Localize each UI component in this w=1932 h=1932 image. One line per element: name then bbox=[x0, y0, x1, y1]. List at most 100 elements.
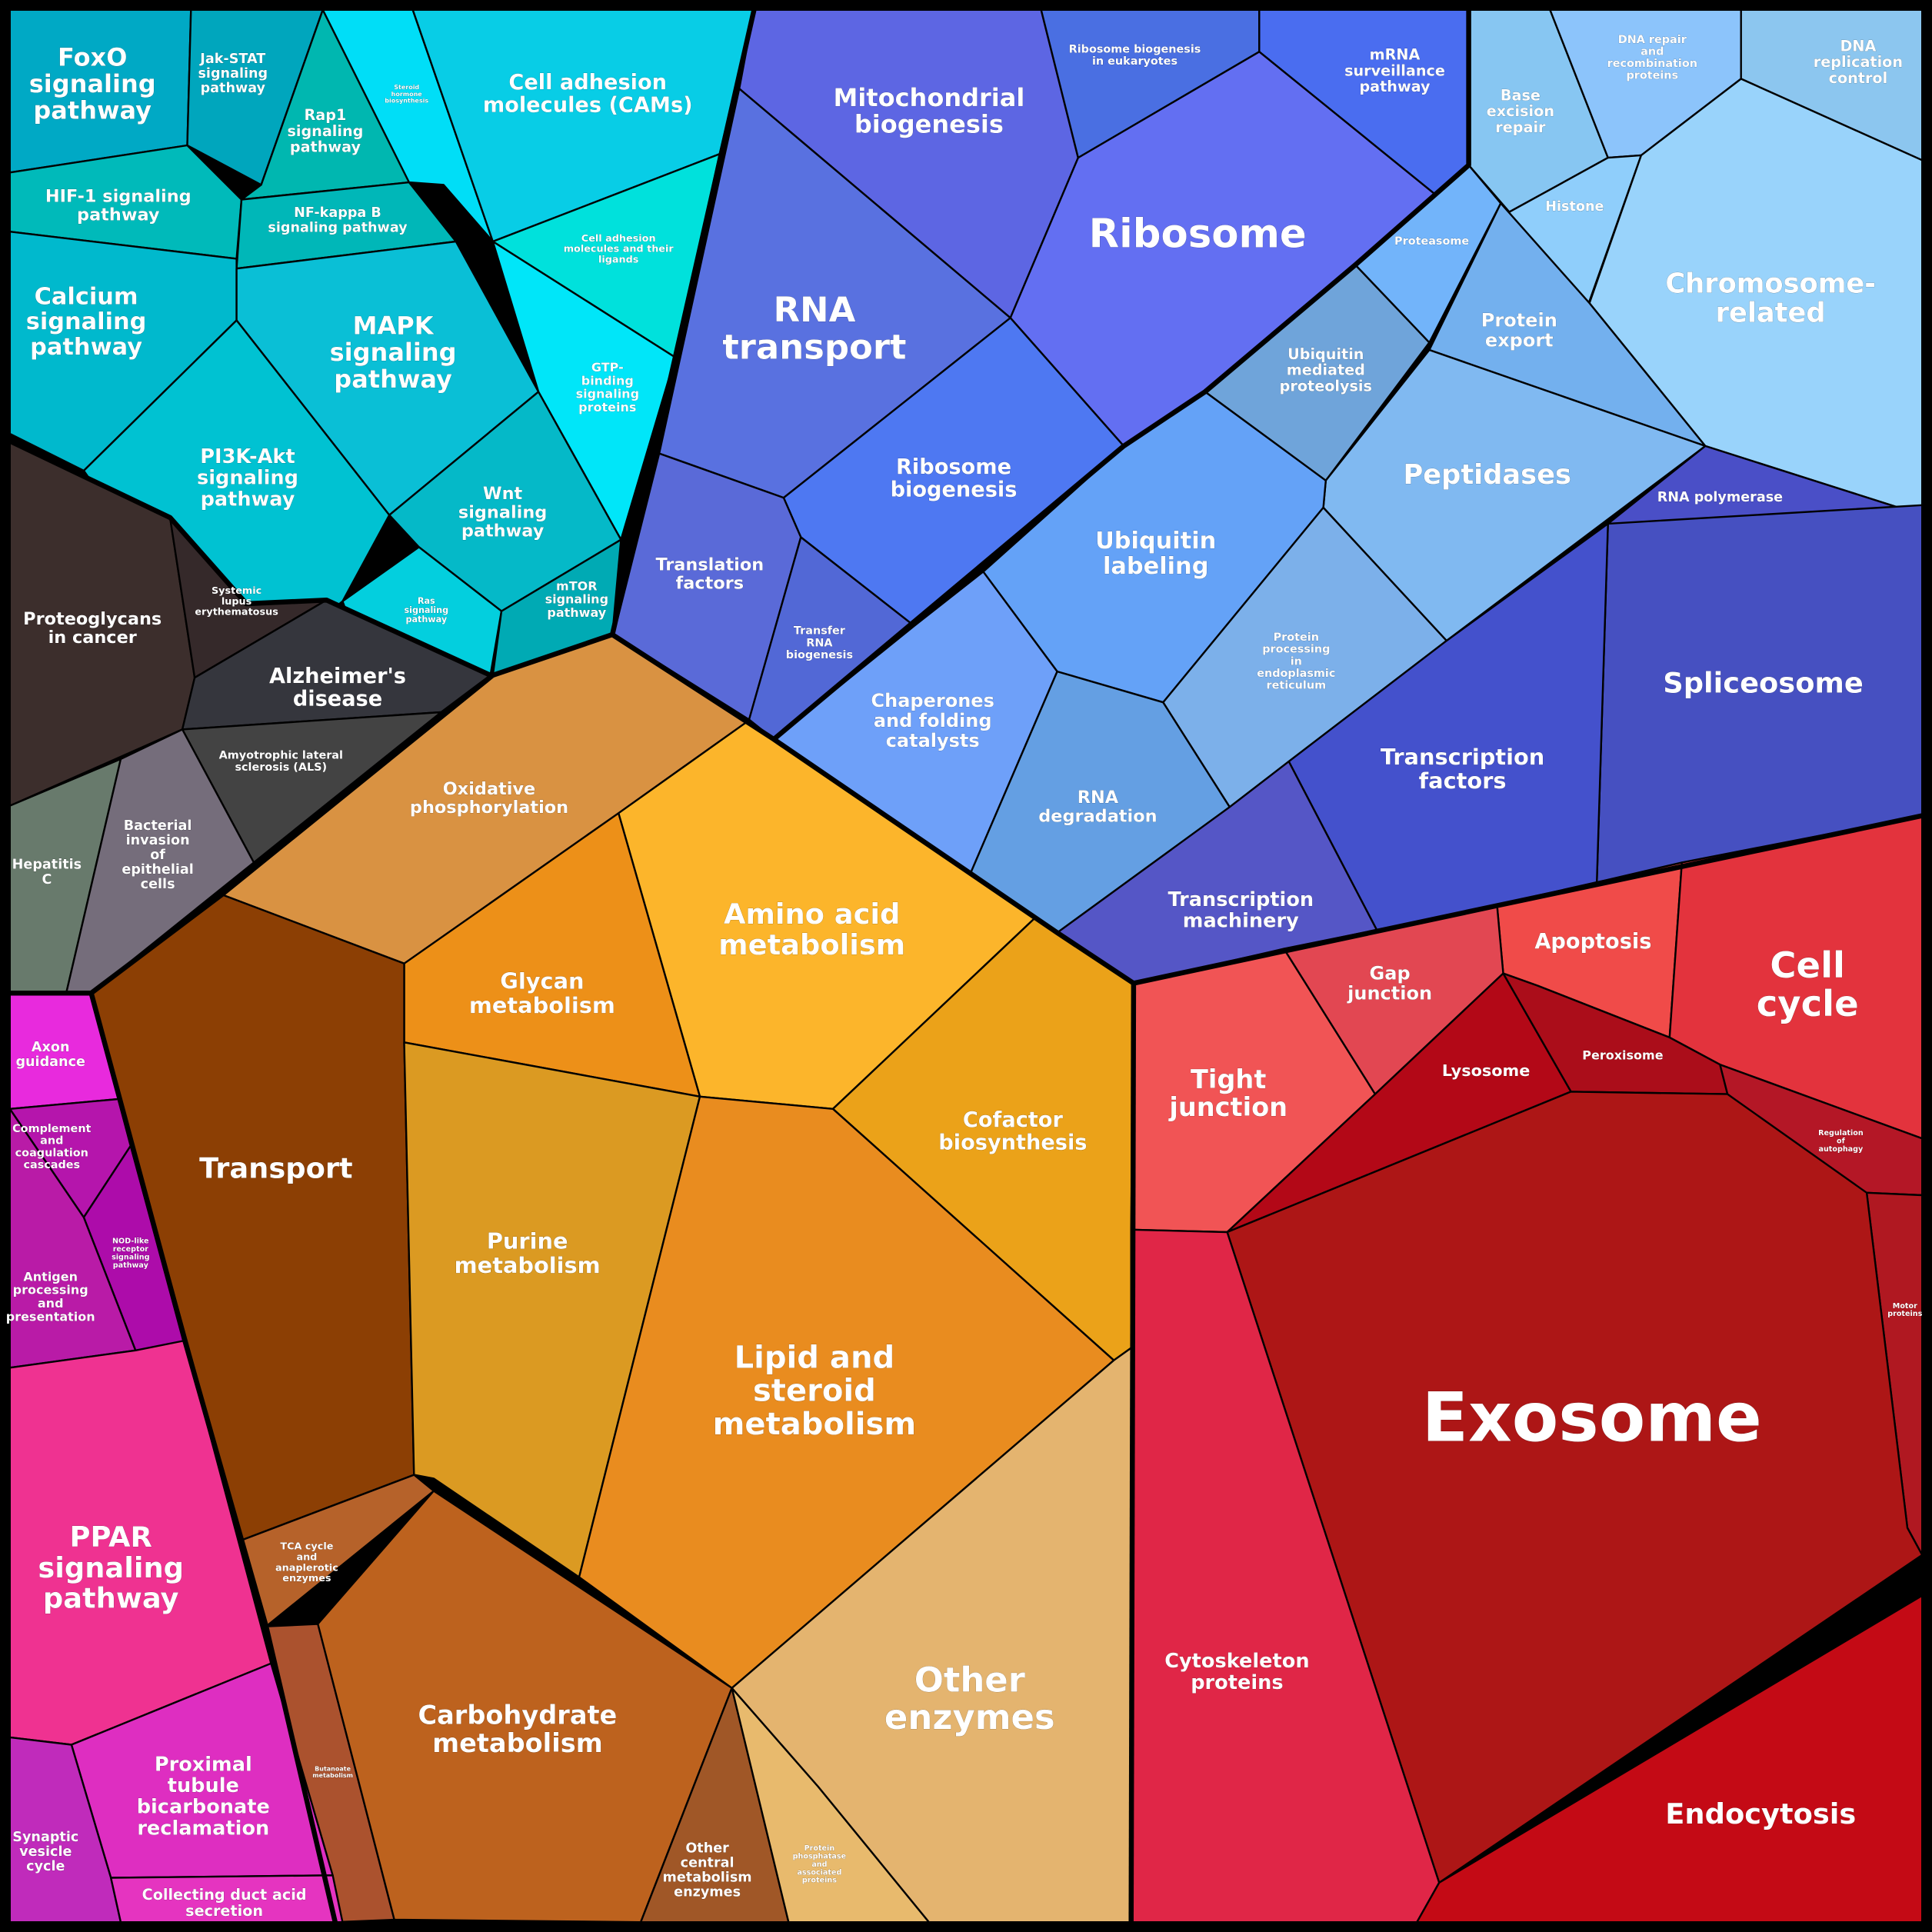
group-border bbox=[1128, 983, 1137, 1923]
label-jak-stat-signaling-pathway: Jak-STAT signaling pathway bbox=[198, 52, 268, 96]
group-border bbox=[611, 632, 1923, 986]
label-lysosome: Lysosome bbox=[1442, 1061, 1531, 1080]
cell-alzheimer-s-disease bbox=[181, 599, 491, 731]
label-cell-adhesion-molecules-and-their-ligands: Cell adhesion molecules and their ligands bbox=[564, 232, 675, 265]
label-exosome: Exosome bbox=[1422, 1377, 1762, 1457]
label-apoptosis: Apoptosis bbox=[1534, 930, 1651, 954]
label-gtp-binding-signaling-proteins: GTP-binding signaling proteins bbox=[576, 360, 639, 415]
cell-endocytosis bbox=[1416, 1594, 1924, 1924]
group-transcription bbox=[1056, 445, 1924, 984]
label-transfer-rna-biogenesis: Transfer RNA biogenesis bbox=[786, 625, 853, 661]
label-mrna-surveillance-pathway: mRNA surveillance pathway bbox=[1344, 45, 1445, 95]
label-spliceosome: Spliceosome bbox=[1663, 666, 1864, 699]
label-wnt-signaling-pathway: Wnt signaling pathway bbox=[458, 484, 547, 541]
label-proximal-tubule-bicarbonate-reclamation: Proximal tubule bicarbonate reclamation bbox=[137, 1753, 270, 1840]
label-transport: Transport bbox=[199, 1151, 353, 1184]
label-alzheimer-s-disease: Alzheimer's disease bbox=[269, 665, 406, 711]
label-systemic-lupus-erythematosus: Systemic lupus erythematosus bbox=[195, 585, 278, 618]
label-synaptic-vesicle-cycle: Synaptic vesicle cycle bbox=[12, 1830, 78, 1874]
label-ribosome-biogenesis: Ribosome biogenesis bbox=[891, 455, 1018, 501]
label-transcription-machinery: Transcription machinery bbox=[1168, 888, 1314, 933]
label-ras-signaling-pathway: Ras signaling pathway bbox=[404, 595, 448, 624]
label-transcription-factors: Transcription factors bbox=[1381, 744, 1544, 794]
label-cofactor-biosynthesis: Cofactor biosynthesis bbox=[938, 1108, 1087, 1154]
label-butanoate-metabolism: Butanoate metabolism bbox=[312, 1765, 353, 1779]
label-endocytosis: Endocytosis bbox=[1665, 1797, 1856, 1830]
cell-collecting-duct-acid-secretion bbox=[109, 1874, 344, 1924]
label-mitochondrial-biogenesis: Mitochondrial biogenesis bbox=[833, 83, 1024, 139]
label-ppar-signaling-pathway: PPAR signaling pathway bbox=[38, 1521, 184, 1615]
label-regulation-of-autophagy: Regulation of autophagy bbox=[1818, 1129, 1864, 1154]
cell-lipid-and-steroid-metabolism bbox=[578, 1095, 1115, 1690]
label-dna-replication-control: DNA replication control bbox=[1814, 37, 1903, 87]
group-genetic-information-processing bbox=[612, 8, 1470, 741]
group-cellular-processes bbox=[1130, 814, 1924, 1924]
group-protein-processing bbox=[772, 8, 1924, 934]
label-motor-proteins: Motor proteins bbox=[1887, 1301, 1922, 1317]
group-border bbox=[9, 990, 338, 1923]
label-other-central-metabolism-enzymes: Other central metabolism enzymes bbox=[663, 1840, 752, 1900]
label-collecting-duct-acid-secretion: Collecting duct acid secretion bbox=[142, 1886, 307, 1920]
label-gap-junction: Gap junction bbox=[1347, 963, 1432, 1004]
label-other-enzymes: Other enzymes bbox=[884, 1659, 1055, 1737]
label-cell-adhesion-molecules-cams: Cell adhesion molecules (CAMs) bbox=[483, 71, 693, 118]
label-complement-and-coagulation-cascades: Complement and coagulation cascades bbox=[12, 1123, 91, 1171]
label-oxidative-phosphorylation: Oxidative phosphorylation bbox=[410, 779, 568, 818]
group-border bbox=[8, 438, 491, 678]
label-mtor-signaling-pathway: mTOR signaling pathway bbox=[545, 578, 608, 620]
label-ubiquitin-mediated-proteolysis: Ubiquitin mediated proteolysis bbox=[1280, 345, 1372, 395]
label-axon-guidance: Axon guidance bbox=[15, 1040, 85, 1070]
label-rna-polymerase: RNA polymerase bbox=[1657, 490, 1783, 505]
label-rna-degradation: RNA degradation bbox=[1038, 788, 1157, 826]
label-mapk-signaling-pathway: MAPK signaling pathway bbox=[330, 311, 457, 394]
group-organismal-systems bbox=[8, 991, 344, 1924]
labels-layer: FoxO signaling pathway Jak-STAT signaling pat… bbox=[5, 34, 1922, 1920]
label-protein-phosphatase-and-associated-proteins: Protein phosphatase and associated proteins bbox=[793, 1844, 847, 1885]
label-hif-1-signaling-pathway: HIF-1 signaling pathway bbox=[45, 186, 192, 225]
label-proteasome: Proteasome bbox=[1394, 235, 1469, 248]
label-cytoskeleton-proteins: Cytoskeleton proteins bbox=[1164, 1650, 1309, 1694]
label-hepatitis-c: Hepatitis C bbox=[12, 858, 82, 888]
label-histone: Histone bbox=[1545, 199, 1604, 215]
label-tca-cycle-and-anaplerotic-enzymes: TCA cycle and anaplerotic enzymes bbox=[275, 1541, 338, 1584]
label-rap1-signaling-pathway: Rap1 signaling pathway bbox=[287, 106, 363, 156]
label-antigen-processing-and-presentation: Antigen processing and presentation bbox=[6, 1269, 95, 1324]
label-chaperones-and-folding-catalysts: Chaperones and folding catalysts bbox=[871, 690, 994, 751]
label-base-excision-repair: Base excision repair bbox=[1487, 86, 1554, 135]
label-proteoglycans-in-cancer: Proteoglycans in cancer bbox=[23, 609, 162, 648]
label-ribosome-biogenesis-in-eukaryotes: Ribosome biogenesis in eukaryotes bbox=[1069, 43, 1201, 68]
label-glycan-metabolism: Glycan metabolism bbox=[469, 968, 615, 1018]
group-metabolism bbox=[90, 633, 1135, 1924]
cells-layer bbox=[8, 8, 1924, 1924]
cell-bacterial-invasion-of-epithelial-cells bbox=[65, 728, 255, 994]
group-disease bbox=[8, 440, 491, 994]
label-steroid-hormone-biosynthesis: Steroid hormone biosynthesis bbox=[385, 84, 428, 104]
label-carbohydrate-metabolism: Carbohydrate metabolism bbox=[418, 1700, 617, 1757]
label-dna-repair-and-recombination-proteins: DNA repair and recombination proteins bbox=[1607, 34, 1697, 82]
label-calcium-signaling-pathway: Calcium signaling pathway bbox=[26, 283, 147, 361]
cell-exosome bbox=[1226, 1091, 1924, 1884]
label-ribosome: Ribosome bbox=[1089, 211, 1307, 257]
label-foxo-signaling-pathway: FoxO signaling pathway bbox=[29, 42, 156, 125]
cell-steroid-hormone-biosynthesis bbox=[321, 8, 494, 243]
label-bacterial-invasion-of-epithelial-cells: Bacterial invasion of epithelial cells bbox=[122, 818, 193, 892]
label-rna-transport: RNA transport bbox=[722, 288, 906, 367]
group-signaling bbox=[8, 8, 755, 679]
label-amino-acid-metabolism: Amino acid metabolism bbox=[718, 898, 905, 961]
label-lipid-and-steroid-metabolism: Lipid and steroid metabolism bbox=[713, 1340, 916, 1442]
group-border bbox=[772, 9, 1471, 741]
label-chromosome-related: Chromosome-related bbox=[1665, 268, 1876, 328]
label-cell-cycle: Cell cycle bbox=[1757, 944, 1859, 1024]
label-tight-junction: Tight junction bbox=[1168, 1064, 1287, 1121]
label-purine-metabolism: Purine metabolism bbox=[455, 1228, 601, 1278]
label-translation-factors: Translation factors bbox=[655, 555, 764, 593]
cell-purine-metabolism bbox=[403, 1041, 701, 1578]
label-protein-processing-in-endoplasmic-reticulum: Protein processing in endoplasmic reticulum bbox=[1257, 631, 1335, 691]
label-pi3k-akt-signaling-pathway: PI3K-Akt signaling pathway bbox=[197, 445, 298, 511]
label-peroxisome: Peroxisome bbox=[1582, 1048, 1663, 1062]
label-peptidases: Peptidases bbox=[1403, 458, 1571, 490]
